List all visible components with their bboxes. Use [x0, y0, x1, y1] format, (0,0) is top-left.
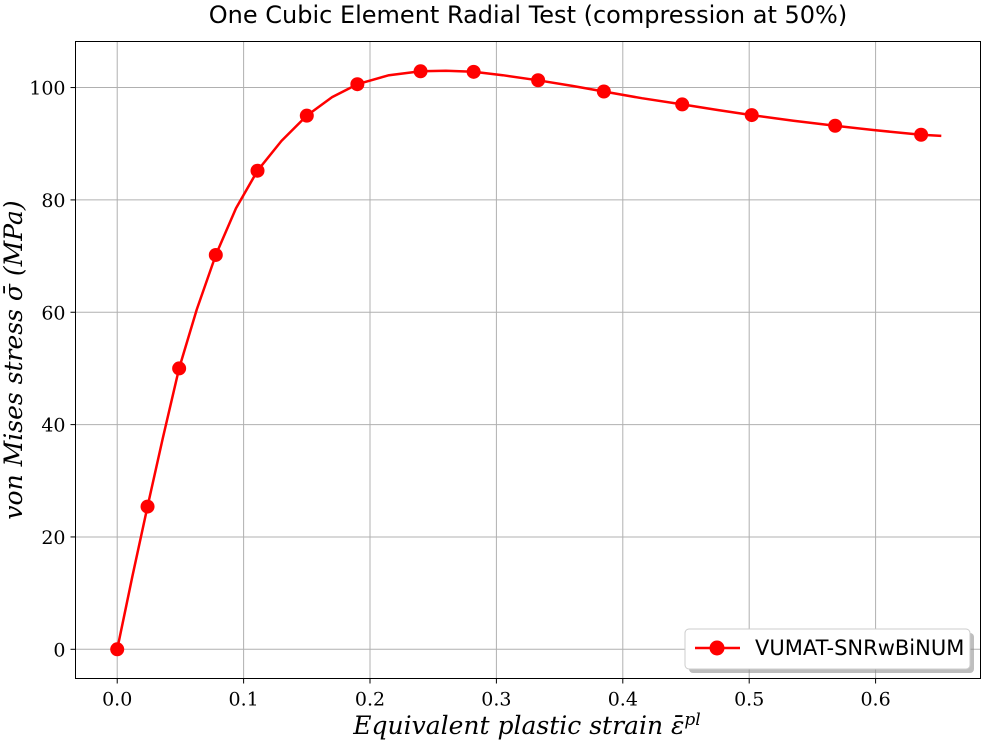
data-point [531, 73, 546, 88]
x-tick-label: 0.4 [608, 689, 638, 711]
x-tick-label: 0.0 [102, 689, 132, 711]
legend-marker [709, 640, 725, 656]
data-point [466, 64, 481, 79]
x-tick-label: 0.2 [355, 689, 385, 711]
data-point [413, 64, 428, 79]
legend: VUMAT-SNRwBiNUM [684, 628, 974, 673]
data-point [350, 77, 365, 92]
x-axis: 0.0 0.1 0.2 0.3 0.4 0.5 0.6 [102, 678, 891, 711]
data-point [675, 97, 690, 112]
y-axis: 0 20 40 60 80 100 [29, 78, 76, 661]
y-tick-label: 60 [41, 302, 65, 324]
data-point [914, 127, 929, 142]
chart-title: One Cubic Element Radial Test (compressi… [209, 1, 847, 29]
y-tick-label: 0 [53, 639, 65, 661]
data-point [744, 108, 759, 123]
data-point [596, 84, 611, 99]
y-axis-label: von Mises stress σ̄ (MPa) [0, 200, 28, 519]
legend-box [684, 628, 971, 670]
x-tick-label: 0.6 [860, 689, 890, 711]
x-tick-label: 0.1 [228, 689, 258, 711]
x-tick-label: 0.3 [481, 689, 511, 711]
data-point [140, 499, 155, 514]
legend-label: VUMAT-SNRwBiNUM [755, 636, 964, 660]
data-point [172, 361, 187, 376]
y-tick-label: 40 [41, 415, 65, 437]
data-point [828, 118, 843, 133]
data-point [299, 108, 314, 123]
x-axis-label-superscript: pl [684, 710, 700, 730]
data-point [110, 642, 125, 657]
series-layer [110, 64, 942, 657]
x-axis-label-main: Equivalent plastic strain ε̄ [352, 711, 684, 740]
data-point [208, 247, 223, 262]
y-tick-label: 100 [29, 78, 65, 100]
y-tick-label: 20 [41, 527, 65, 549]
grid [75, 41, 981, 679]
y-tick-label: 80 [41, 190, 65, 212]
x-axis-label: Equivalent plastic strain ε̄pl [352, 710, 701, 740]
x-tick-label: 0.5 [734, 689, 764, 711]
data-point [250, 163, 265, 178]
